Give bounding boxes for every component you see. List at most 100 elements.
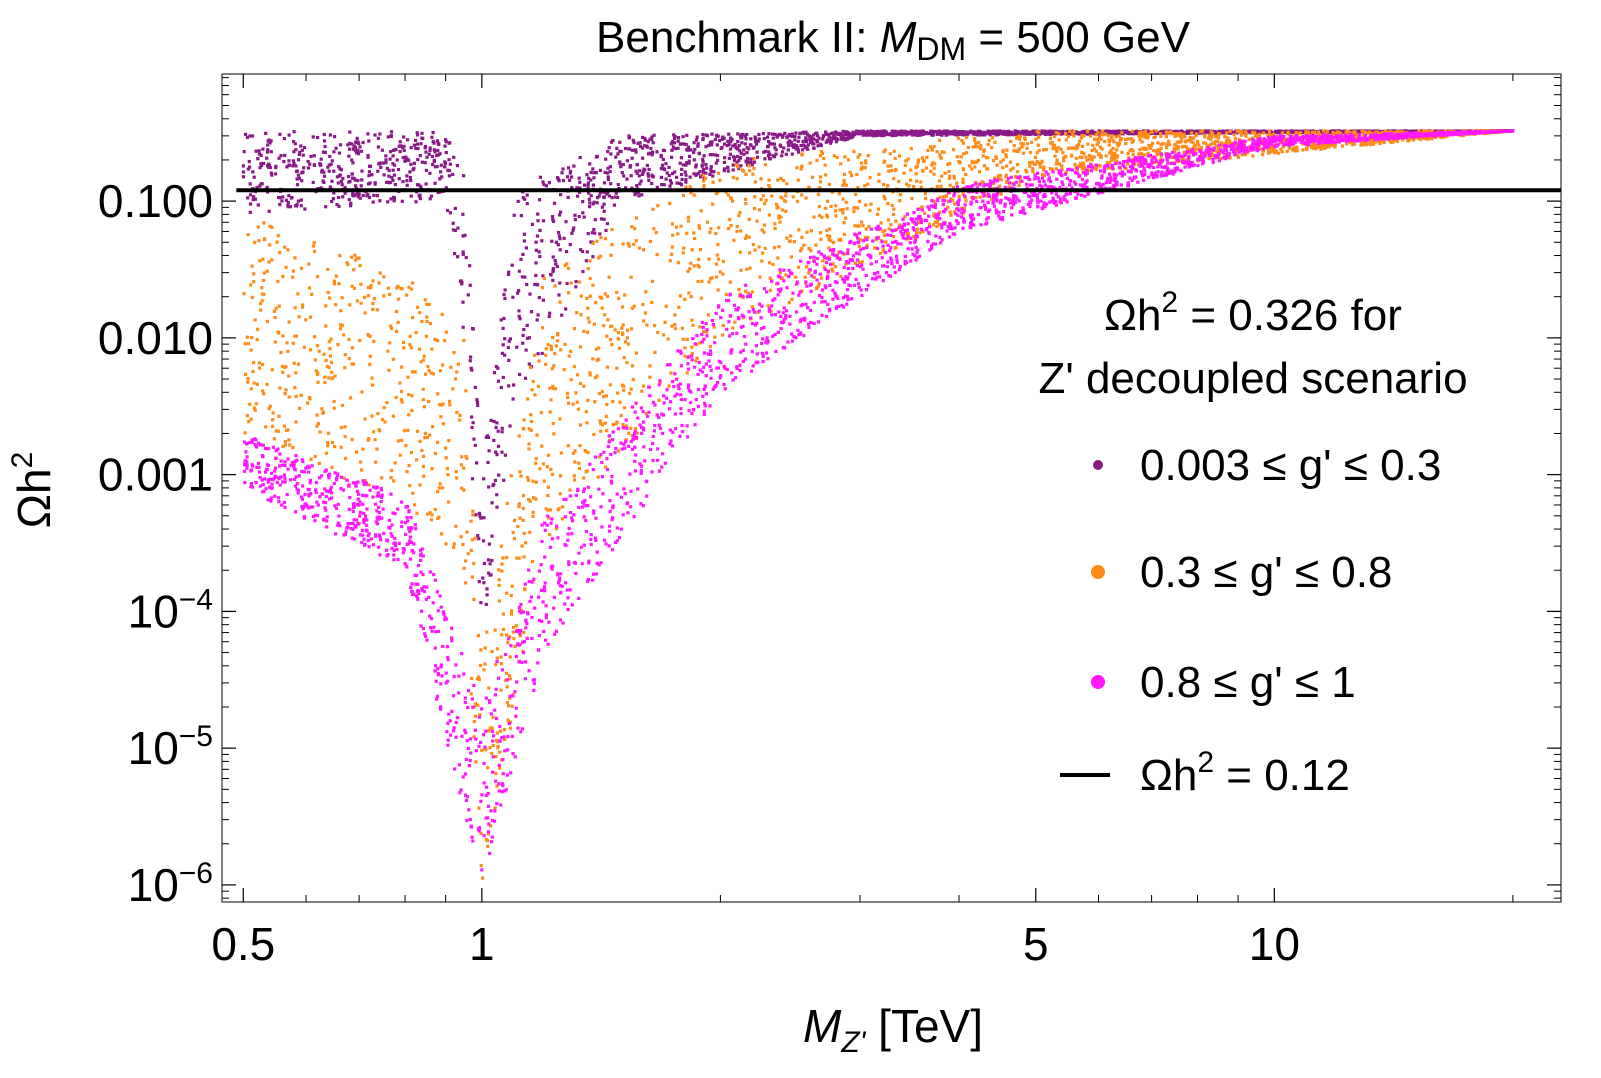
data-point xyxy=(980,131,984,135)
data-point xyxy=(499,662,504,666)
data-point xyxy=(334,274,338,278)
data-point xyxy=(588,294,592,298)
data-point xyxy=(577,215,581,219)
data-point xyxy=(1165,146,1169,150)
data-point xyxy=(503,288,507,292)
data-point xyxy=(1077,164,1081,168)
data-point xyxy=(551,269,555,274)
data-point xyxy=(979,133,983,137)
data-point xyxy=(484,602,488,606)
data-point xyxy=(722,167,727,171)
data-point xyxy=(895,227,899,232)
data-point xyxy=(625,177,629,181)
data-point xyxy=(962,152,966,156)
data-point xyxy=(561,178,566,183)
data-point xyxy=(710,140,714,144)
data-point xyxy=(486,558,491,562)
data-point xyxy=(311,180,315,185)
data-point xyxy=(516,524,520,529)
data-point xyxy=(558,281,562,285)
data-point xyxy=(904,130,908,134)
data-point xyxy=(675,175,679,179)
data-point xyxy=(453,252,457,256)
data-point xyxy=(697,265,701,269)
data-point xyxy=(1097,163,1101,168)
data-point xyxy=(938,153,942,157)
data-point xyxy=(786,134,790,138)
data-point xyxy=(669,371,673,375)
data-point xyxy=(286,248,290,252)
data-point xyxy=(919,180,923,184)
data-point xyxy=(891,212,896,216)
data-point xyxy=(332,279,336,283)
data-point xyxy=(1009,168,1013,172)
data-point xyxy=(1104,154,1108,158)
data-point xyxy=(536,352,540,356)
data-point xyxy=(598,419,602,423)
data-point xyxy=(1110,153,1114,157)
data-point xyxy=(297,152,301,157)
data-point xyxy=(752,206,757,211)
data-point xyxy=(776,205,780,209)
data-point xyxy=(260,299,264,303)
data-point xyxy=(1005,164,1009,168)
data-point xyxy=(1159,154,1163,158)
data-point xyxy=(470,575,474,579)
data-point xyxy=(350,255,354,259)
data-point xyxy=(1348,131,1352,135)
data-point xyxy=(645,323,649,327)
data-point xyxy=(722,169,726,173)
data-point xyxy=(795,199,799,203)
data-point xyxy=(1182,144,1186,148)
data-point xyxy=(767,178,771,182)
data-point xyxy=(647,178,651,182)
data-point xyxy=(333,374,337,378)
data-point xyxy=(1040,159,1044,163)
data-point xyxy=(443,144,447,148)
data-point xyxy=(510,609,514,613)
data-point xyxy=(790,152,794,156)
data-point xyxy=(991,181,996,186)
data-point xyxy=(1220,141,1224,145)
data-point xyxy=(738,250,742,254)
data-point xyxy=(427,303,431,307)
data-point xyxy=(863,166,867,170)
data-point xyxy=(496,366,500,370)
data-point xyxy=(602,209,606,213)
data-point xyxy=(377,281,381,285)
data-point xyxy=(306,159,310,164)
data-point xyxy=(655,150,659,154)
data-point xyxy=(670,222,674,226)
data-point xyxy=(339,179,343,184)
data-point xyxy=(781,133,785,137)
data-point xyxy=(614,191,618,195)
data-point xyxy=(1015,162,1019,167)
data-point xyxy=(804,136,808,140)
data-point xyxy=(488,726,492,730)
data-point xyxy=(453,377,458,381)
data-point xyxy=(731,326,735,330)
data-point xyxy=(672,141,677,145)
data-point xyxy=(1055,160,1059,164)
data-point xyxy=(692,264,696,268)
data-point xyxy=(586,398,590,402)
data-point xyxy=(302,146,307,150)
data-point xyxy=(716,257,721,261)
data-point xyxy=(716,242,720,247)
data-point xyxy=(807,246,811,251)
data-point xyxy=(641,302,645,307)
data-point xyxy=(300,171,304,175)
data-point xyxy=(529,413,533,417)
data-point xyxy=(704,163,708,167)
data-point xyxy=(296,292,300,296)
data-point xyxy=(605,294,610,298)
data-point xyxy=(767,150,771,154)
data-point xyxy=(546,508,550,512)
data-point xyxy=(1031,168,1035,172)
data-point xyxy=(317,349,321,353)
data-point xyxy=(807,271,811,275)
data-point xyxy=(784,273,788,277)
data-point xyxy=(637,246,642,250)
data-point xyxy=(320,170,324,174)
data-point xyxy=(1383,129,1387,133)
